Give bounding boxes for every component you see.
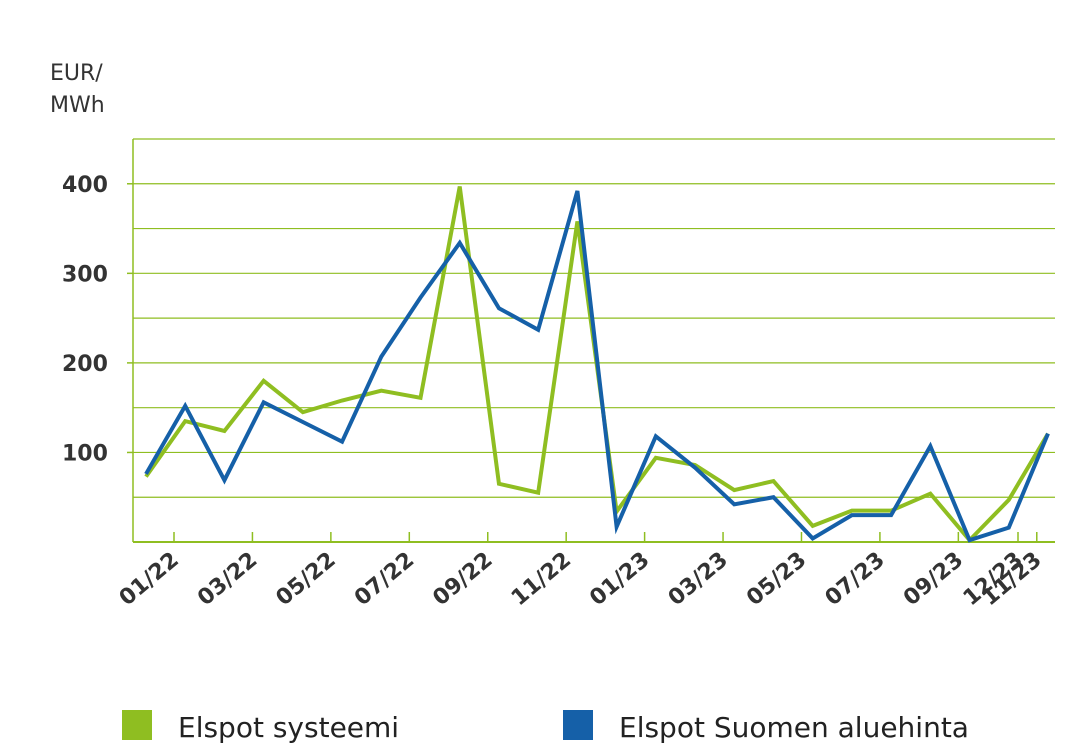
legend-swatch	[122, 710, 152, 740]
legend-label: Elspot systeemi	[178, 711, 399, 744]
x-tick-label: 11/22	[507, 547, 576, 611]
y-tick-label: 300	[62, 262, 108, 287]
y-tick-label: 400	[62, 173, 108, 198]
series-line	[144, 190, 1050, 543]
x-tick-label: 03/22	[193, 547, 262, 611]
y-tick-label: 100	[62, 441, 108, 466]
x-tick-label: 01/23	[585, 547, 654, 611]
x-tick-label: 05/22	[272, 547, 341, 611]
x-tick-label: 03/23	[664, 547, 733, 611]
legend-label: Elspot Suomen aluehinta	[619, 711, 969, 744]
x-tick-label: 09/23	[899, 547, 968, 611]
x-tick-label: 07/23	[821, 547, 890, 611]
x-tick-label: 01/22	[115, 547, 184, 611]
x-tick-label: 05/23	[742, 547, 811, 611]
y-axis-label: EUR/ MWh	[50, 61, 105, 118]
legend-swatch	[563, 710, 593, 740]
x-tick-label: 07/22	[350, 547, 419, 611]
y-tick-label: 200	[62, 352, 108, 377]
x-tick-label: 09/22	[428, 547, 497, 611]
